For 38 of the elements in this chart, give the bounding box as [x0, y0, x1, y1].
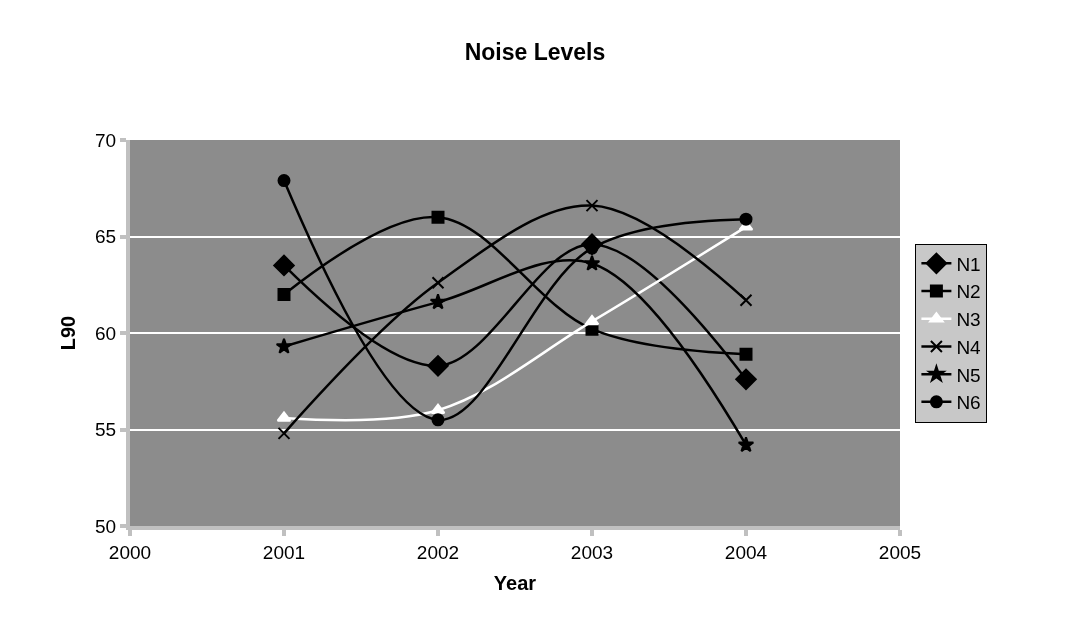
point: [739, 293, 753, 307]
chart-title: Noise Levels: [464, 38, 606, 65]
x-tick-label: 2004: [724, 541, 768, 563]
y-tick-label: 70: [95, 129, 117, 151]
point: [739, 212, 753, 226]
x-tick-label: 2001: [262, 541, 306, 563]
point: [427, 355, 449, 377]
x-axis-title: Year: [493, 571, 537, 594]
point: [585, 199, 599, 213]
legend-label: N6: [956, 392, 981, 414]
legend-label: N4: [956, 336, 982, 358]
point: [431, 276, 445, 290]
point: [277, 174, 291, 188]
x-tick-label: 2000: [108, 541, 152, 563]
x-tick-label: 2003: [570, 541, 614, 563]
legend-label: N5: [956, 364, 981, 386]
legend-label: N1: [956, 253, 981, 275]
point: [735, 368, 757, 391]
point: [739, 347, 753, 361]
point: [431, 210, 445, 224]
point: [583, 254, 601, 271]
point: [277, 287, 291, 301]
y-tick-label: 60: [95, 322, 117, 344]
y-tick-label: 55: [95, 419, 117, 441]
y-tick-label: 65: [95, 226, 117, 248]
point: [431, 413, 445, 427]
legend-label: N2: [956, 281, 981, 303]
point: [273, 254, 295, 277]
point: [584, 314, 600, 326]
x-tick-label: 2005: [878, 541, 922, 563]
legend-label: N3: [956, 309, 981, 331]
y-tick-label: 50: [95, 515, 117, 537]
point: [737, 436, 755, 453]
point: [275, 337, 293, 354]
point: [277, 426, 291, 440]
y-axis-title: L90: [57, 315, 80, 351]
x-tick-label: 2002: [416, 541, 460, 563]
point: [429, 293, 447, 310]
